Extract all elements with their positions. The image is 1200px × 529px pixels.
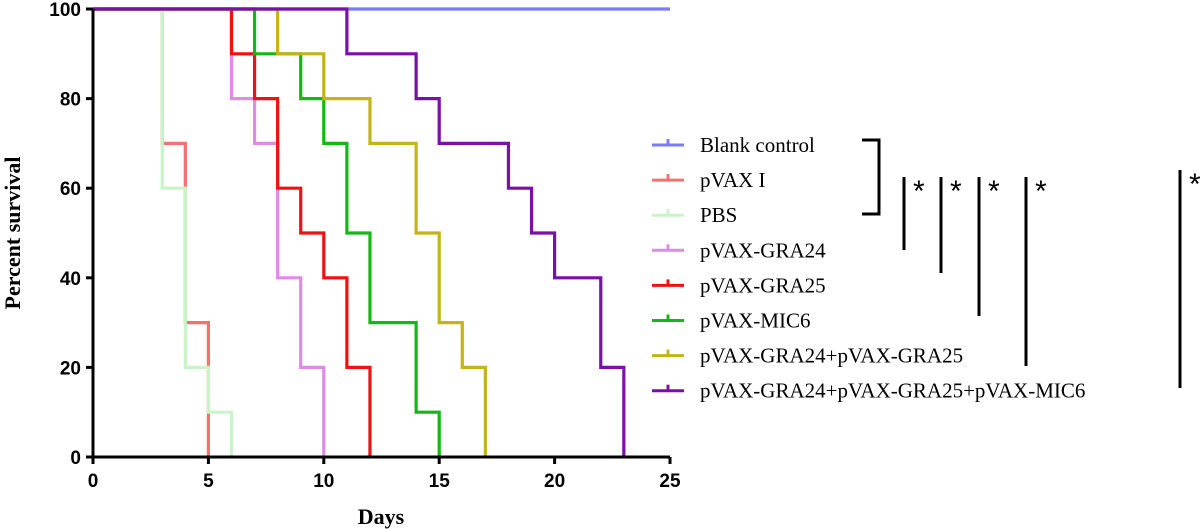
x-tick-label: 25 <box>659 471 681 492</box>
legend-label: pVAX-GRA24+pVAX-GRA25 <box>700 344 963 368</box>
legend: Blank control pVAX I PBS pVAX-GRA24 pVAX-GRA… <box>652 133 1085 403</box>
curve-pvax-i <box>93 7 210 457</box>
legend-label: pVAX I <box>700 168 766 192</box>
significance-star: * <box>950 175 962 208</box>
y-tick-label: 80 <box>60 90 81 111</box>
x-tick-label: 10 <box>313 471 334 492</box>
legend-item: pVAX-GRA25 <box>652 273 826 297</box>
y-tick-label: 60 <box>60 179 81 200</box>
significance-brackets: * * * * * <box>862 138 1200 388</box>
legend-label: pVAX-GRA25 <box>700 273 826 297</box>
y-tick-label: 100 <box>49 0 81 21</box>
y-axis-title: Percent survival <box>0 157 25 310</box>
curve-pvax-gra25 <box>93 7 372 457</box>
y-tick-label: 20 <box>60 358 81 379</box>
x-tick-label: 20 <box>544 471 565 492</box>
curve-pbs <box>93 7 234 457</box>
legend-item: Blank control <box>652 133 815 157</box>
x-tick-label: 0 <box>88 471 99 492</box>
significance-star: * <box>913 175 925 208</box>
x-tick-label: 5 <box>203 471 214 492</box>
legend-item: pVAX-GRA24 <box>652 238 826 262</box>
legend-item: pVAX-MIC6 <box>652 309 810 333</box>
y-tick-label: 0 <box>70 448 81 469</box>
survival-curves <box>93 7 670 457</box>
legend-label: PBS <box>700 203 737 227</box>
x-axis-title: Days <box>358 504 405 529</box>
legend-label: pVAX-GRA24 <box>700 238 826 262</box>
y-axis-ticks: 0 20 40 60 80 100 <box>49 0 93 469</box>
x-axis-ticks: 0 5 10 15 20 25 <box>88 457 681 492</box>
legend-label: pVAX-MIC6 <box>700 309 810 333</box>
legend-item: PBS <box>652 203 737 227</box>
control-group-bracket <box>862 138 881 216</box>
legend-item: pVAX-GRA24+pVAX-GRA25+pVAX-MIC6 <box>652 379 1085 403</box>
legend-item: pVAX I <box>652 168 766 192</box>
x-tick-label: 15 <box>429 471 451 492</box>
significance-star: * <box>988 175 1000 208</box>
significance-star: * <box>1035 175 1047 208</box>
curve-pvax-gra24-pvax-gra25 <box>93 7 487 457</box>
significance-star: * <box>1189 168 1200 201</box>
axes <box>91 9 670 459</box>
legend-label: pVAX-GRA24+pVAX-GRA25+pVAX-MIC6 <box>700 379 1085 403</box>
curve-pvax-gra24-pvax-gra25-pvax-mic6 <box>93 7 626 457</box>
legend-item: pVAX-GRA24+pVAX-GRA25 <box>652 344 963 368</box>
legend-label: Blank control <box>700 133 815 157</box>
curve-pvax-mic6 <box>93 7 441 457</box>
y-tick-label: 40 <box>60 269 81 290</box>
